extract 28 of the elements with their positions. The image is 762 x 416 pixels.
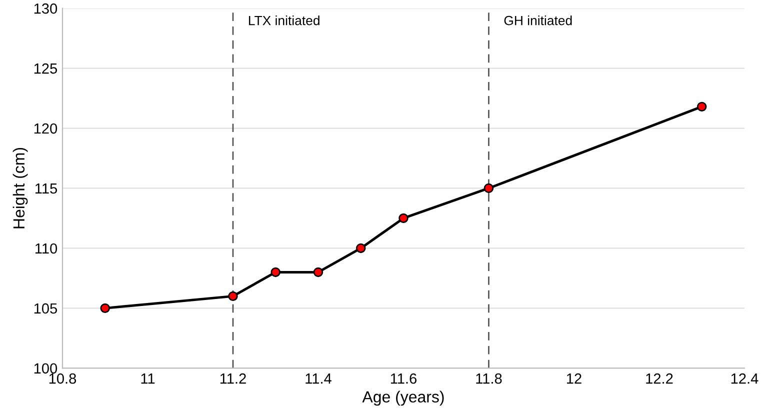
x-tick-label: 11.8 xyxy=(476,373,502,384)
ref-line-label: GH initiated xyxy=(504,16,572,26)
x-tick-label: 12 xyxy=(566,373,582,384)
point xyxy=(313,267,324,278)
y-tick-label: 130 xyxy=(34,3,58,14)
x-tick-label: 11.2 xyxy=(220,373,246,384)
y-tick-label: 120 xyxy=(34,123,58,134)
x-tick-label: 11.4 xyxy=(306,374,332,384)
x-tick-label: 11.6 xyxy=(390,373,416,384)
point xyxy=(100,303,110,314)
y-tick-label: 125 xyxy=(34,63,58,74)
y-tick-label: 115 xyxy=(35,183,58,194)
y-axis-title: Height (cm) xyxy=(12,148,28,228)
y-tick-label: 100 xyxy=(34,363,58,374)
x-tick-label: 10.8 xyxy=(49,373,76,384)
y-tick-label: 105 xyxy=(34,303,58,314)
point xyxy=(484,183,494,194)
point xyxy=(398,213,408,224)
x-tick-label: 12.4 xyxy=(731,373,758,384)
point xyxy=(356,243,366,254)
y-tick-label: 110 xyxy=(35,243,58,254)
point xyxy=(228,291,238,302)
point xyxy=(696,102,707,112)
point xyxy=(270,267,280,278)
x-tick-label: 12.2 xyxy=(646,373,673,384)
x-axis-title: Age (years) xyxy=(362,390,444,406)
x-tick-label: 11 xyxy=(141,374,155,384)
ref-line-label: LTX initiated xyxy=(248,16,320,26)
